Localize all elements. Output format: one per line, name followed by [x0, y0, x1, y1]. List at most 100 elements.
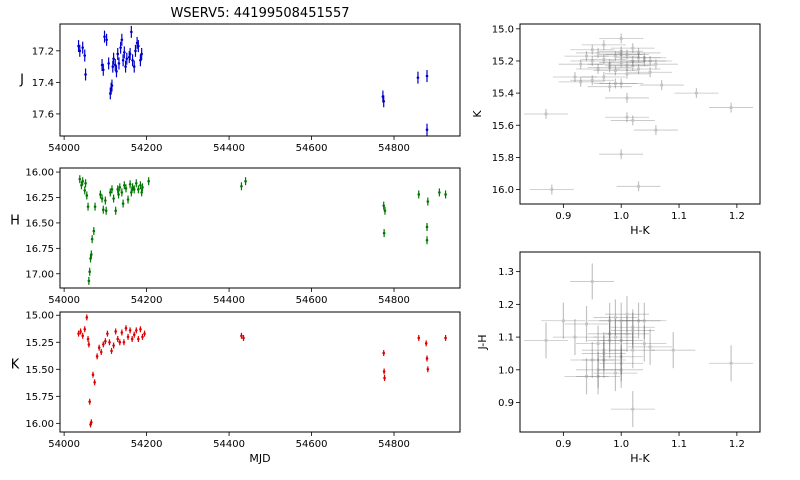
data-point: [88, 398, 91, 405]
data-point: [147, 177, 150, 186]
y-tick-label: 0.9: [498, 398, 514, 409]
data-point: [426, 366, 430, 373]
data-point: [599, 46, 644, 57]
data-point: [140, 188, 143, 197]
data-point: [587, 302, 632, 339]
data-point: [118, 183, 122, 192]
data-point: [604, 112, 649, 123]
data-point: [109, 188, 112, 197]
data-point: [633, 59, 678, 70]
data-point: [425, 123, 429, 136]
data-point: [604, 60, 649, 71]
data-point: [84, 179, 87, 188]
data-point: [383, 374, 386, 381]
data-point: [87, 276, 91, 285]
data-point: [93, 202, 97, 211]
y-tick-label: 16.25: [25, 193, 54, 204]
data-point: [587, 62, 632, 73]
x-ticks: 54000 54200 54400 54600 54800: [48, 136, 410, 154]
data-point: [134, 44, 137, 57]
x-axis-label: H-K: [630, 452, 650, 465]
y-tick-label: 1.3: [498, 267, 514, 278]
data-point: [587, 81, 632, 92]
y-tick-label: 16.75: [25, 244, 54, 255]
data-point: [130, 25, 133, 38]
data-point: [105, 33, 108, 46]
data-point: [101, 63, 105, 76]
data-point: [524, 322, 569, 359]
data-point: [121, 54, 125, 67]
x-tick-label: 54400: [213, 439, 245, 450]
data-point: [610, 115, 655, 126]
data-point: [599, 345, 644, 382]
data-point: [622, 52, 667, 63]
data-point: [124, 325, 128, 332]
data-point: [104, 338, 107, 345]
data-point: [576, 351, 621, 388]
x-tick-label: 0.9: [555, 211, 571, 222]
data-point: [576, 64, 621, 74]
data-point: [417, 334, 421, 341]
data-point: [104, 206, 108, 215]
data-point: [616, 302, 661, 339]
x-tick-label: 54000: [48, 439, 80, 450]
y-tick-label: 17.6: [32, 109, 54, 120]
x-axis-label: MJD: [249, 452, 270, 465]
data-point: [244, 177, 247, 186]
data-point: [564, 306, 609, 342]
y-tick-label: 16.00: [25, 419, 54, 430]
axes-frame: [519, 23, 761, 205]
data-point: [141, 333, 144, 340]
data-point: [117, 57, 121, 70]
data-point: [382, 201, 386, 210]
data-point: [709, 102, 754, 113]
data-point: [128, 180, 132, 189]
x-ticks: 0.9 1.0 1.1 1.2: [555, 432, 745, 450]
data-point: [604, 315, 649, 352]
data-point: [587, 322, 632, 359]
data-point: [564, 51, 609, 62]
data-point: [110, 185, 114, 194]
data-point: [124, 60, 127, 73]
x-tick-label: 54400: [213, 295, 245, 306]
data-point: [425, 355, 429, 362]
x-tick-label: 54600: [296, 143, 328, 154]
data-point: [674, 88, 719, 99]
x-tick-label: 1.1: [671, 439, 687, 450]
x-tick-label: 54800: [378, 143, 410, 154]
data-point: [132, 185, 136, 194]
data-point: [99, 349, 103, 355]
y-tick-label: 15.75: [25, 392, 54, 403]
data-point: [593, 319, 638, 356]
y-axis-label: K: [471, 110, 484, 118]
data-point: [604, 68, 649, 79]
data-point: [132, 60, 136, 73]
x-ticks: 54000 54200 54400 54600 54800: [48, 288, 410, 306]
data-point: [112, 52, 115, 65]
y-ticks: 17.2 17.4 17.6: [32, 46, 60, 120]
data-point: [593, 299, 638, 336]
data-point: [101, 205, 105, 214]
data-points: [77, 25, 429, 136]
data-point: [709, 345, 754, 382]
data-point: [242, 334, 245, 341]
data-point: [581, 54, 626, 65]
data-point: [123, 181, 126, 190]
data-point: [599, 33, 644, 44]
data-point: [128, 47, 132, 60]
data-point: [438, 188, 441, 197]
data-point: [125, 52, 129, 65]
x-tick-label: 54800: [378, 439, 410, 450]
data-point: [123, 46, 126, 59]
data-point: [88, 267, 91, 276]
y-tick-label: 16.0: [492, 185, 514, 196]
data-point: [610, 332, 655, 369]
data-point: [424, 340, 428, 347]
x-tick-label: 54400: [213, 143, 245, 154]
data-point: [106, 330, 109, 337]
axes-frame: [59, 23, 461, 137]
data-point: [116, 336, 120, 343]
data-point: [576, 325, 621, 362]
data-point: [240, 182, 243, 191]
